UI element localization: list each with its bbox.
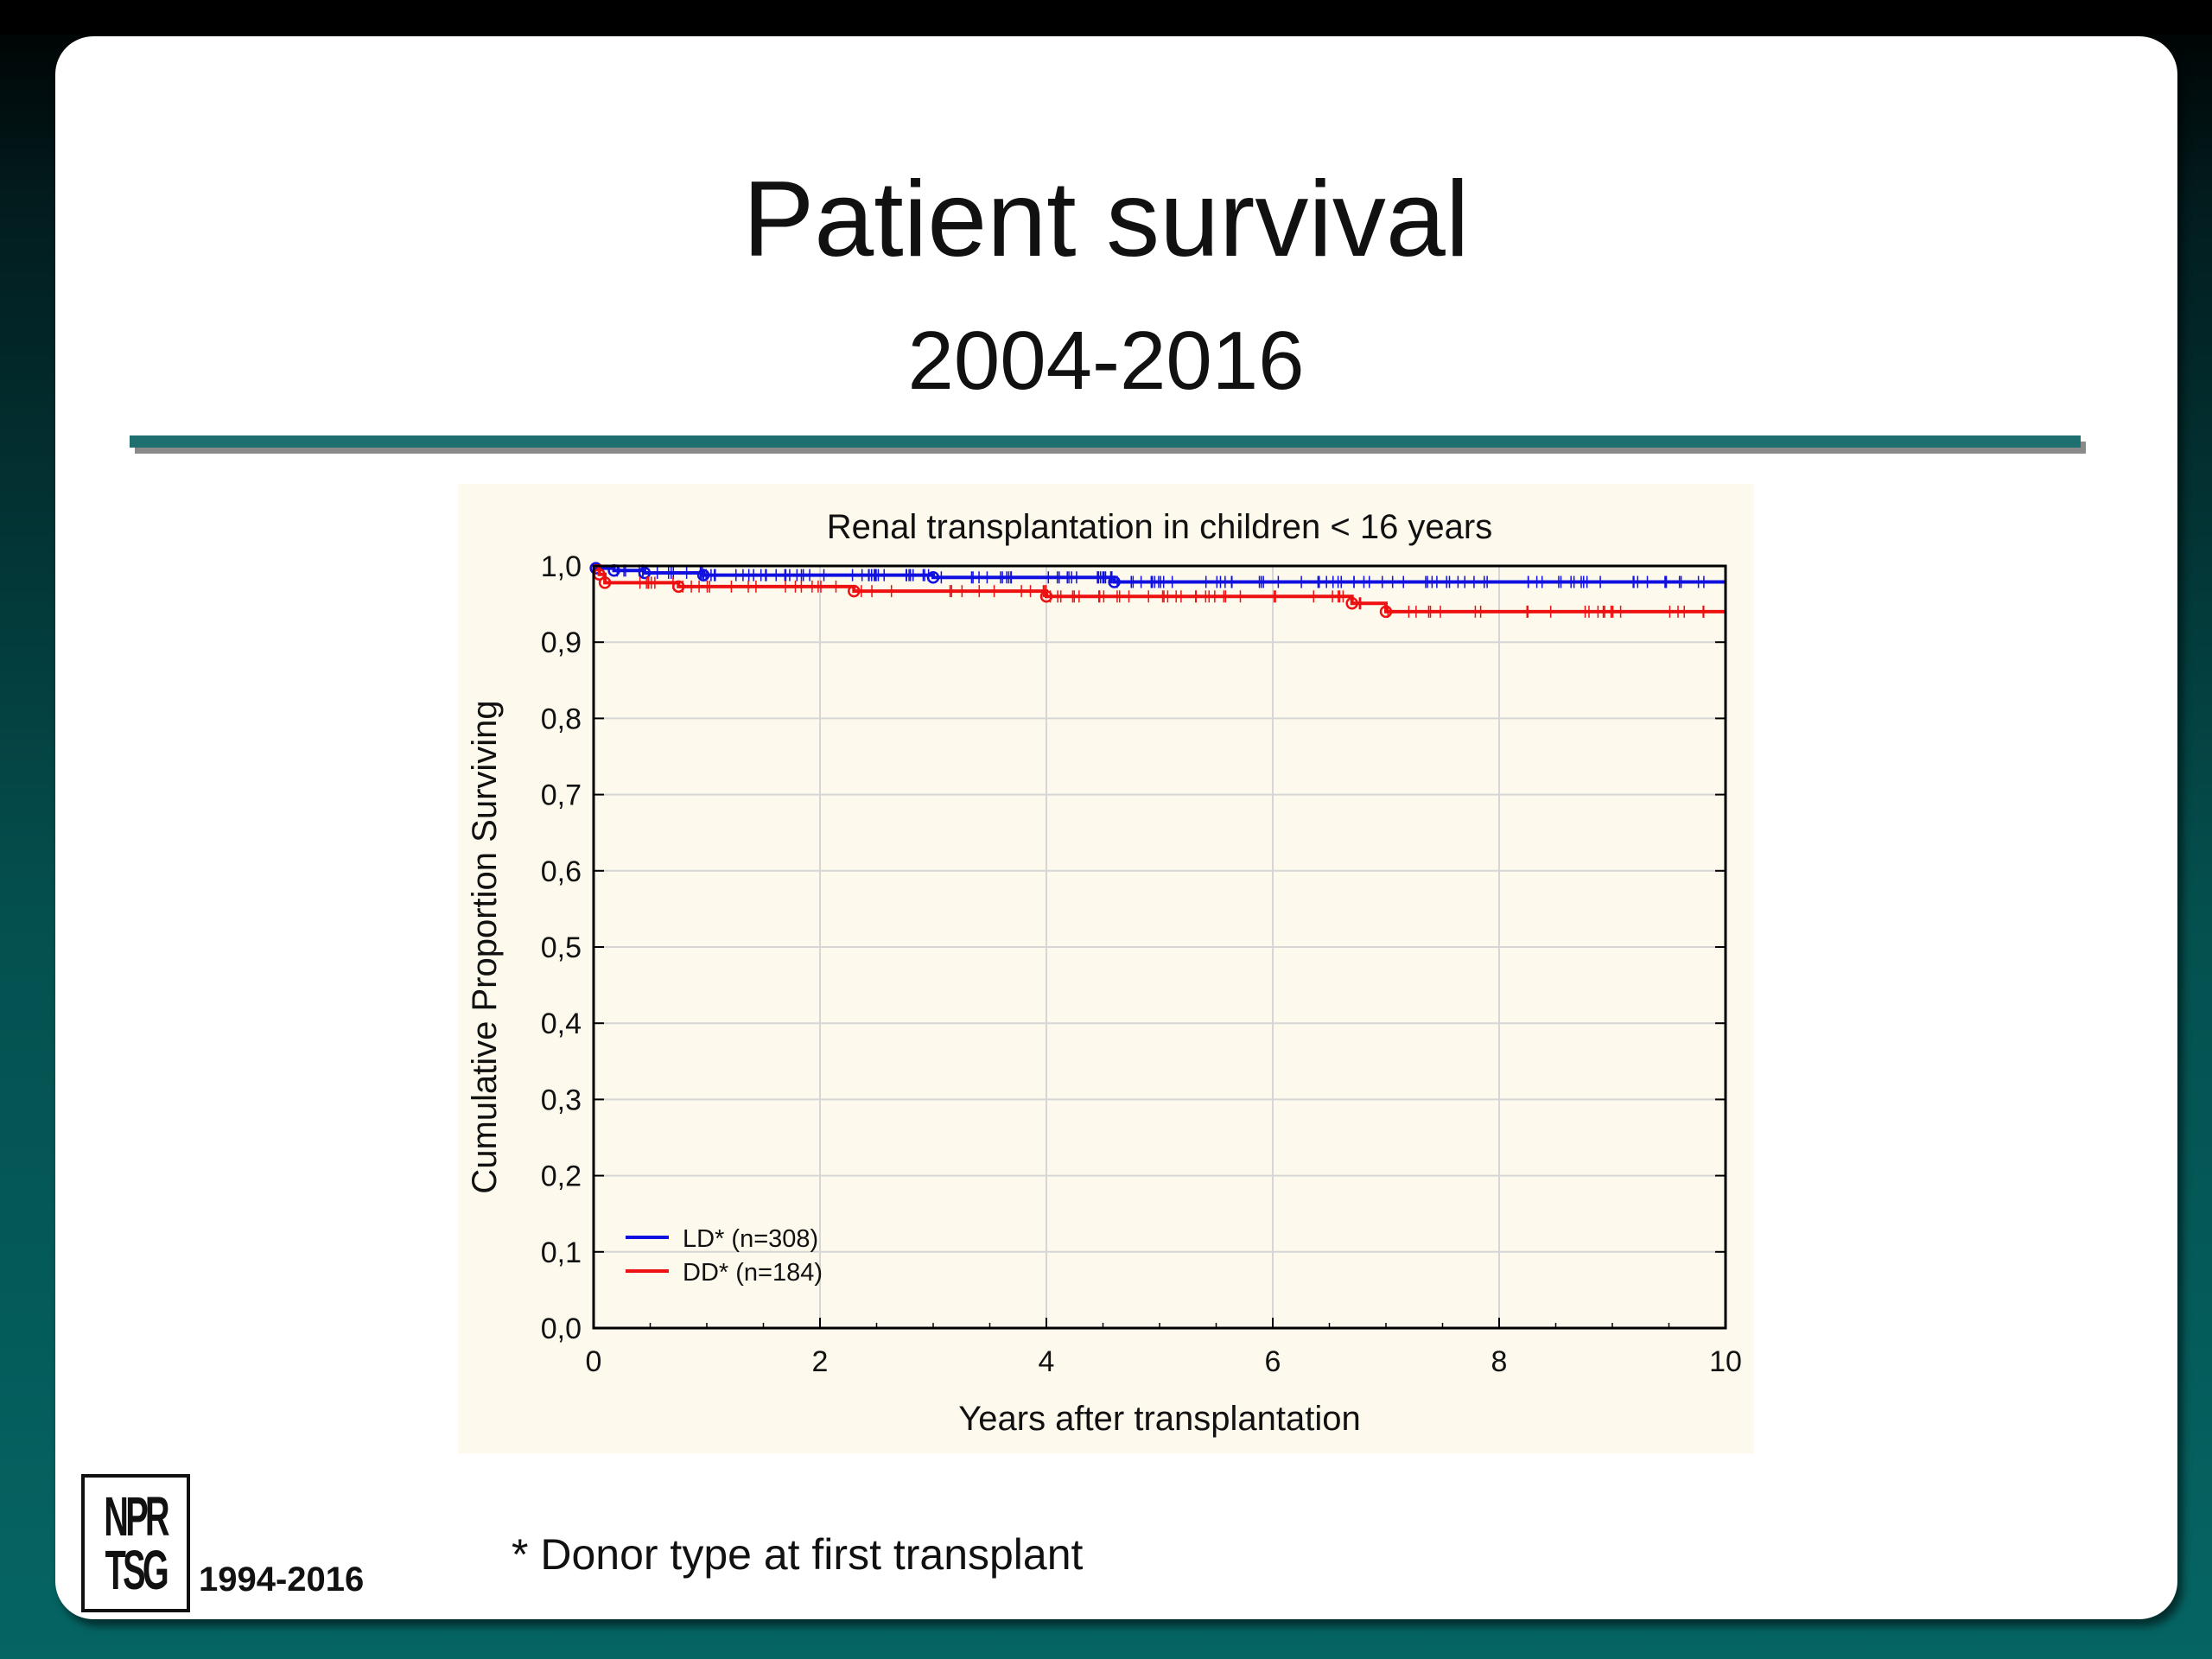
logo-line-2: TSG — [105, 1539, 169, 1601]
nprtsg-logo: NPR TSG — [81, 1474, 190, 1612]
chart-title: Renal transplantation in children < 16 y… — [827, 508, 1492, 546]
legend: LD* (n=308) DD* (n=184) — [626, 1225, 823, 1287]
legend-label-1: LD* (n=308) — [683, 1225, 818, 1253]
event-marker — [1379, 605, 1393, 619]
slide-subtitle: 2004-2016 — [907, 315, 1305, 407]
logo-line-1: NPR — [104, 1485, 170, 1548]
y-axis-label: Cumulative Proportion Surviving — [466, 700, 504, 1193]
x-tick-label: 2 — [812, 1345, 829, 1378]
series-line-1 — [594, 564, 1726, 584]
event-marker — [1345, 596, 1358, 610]
event-marker — [1108, 575, 1121, 588]
top-black-bar — [0, 0, 2212, 35]
x-axis-label: Years after transplantation — [958, 1400, 1361, 1438]
y-tick-label: 0,8 — [541, 702, 582, 735]
series-line-2 — [594, 564, 1726, 613]
chart-panel: 0 2 4 6 8 10 0,0 0,1 0,2 0,3 0,4 0,5 0,6 0,7 0,8 0,9 1,0… — [458, 484, 1754, 1453]
event-marker — [672, 580, 685, 594]
y-tick-label: 0,5 — [541, 931, 582, 964]
event-marker — [926, 570, 940, 584]
axis-layer: 0 2 4 6 8 10 0,0 0,1 0,2 0,3 0,4 0,5 0,6 0,7 0,8 0,9 1,0 — [541, 550, 1742, 1378]
title-divider — [130, 435, 2081, 448]
survival-chart: 0 2 4 6 8 10 0,0 0,1 0,2 0,3 0,4 0,5 0,6 0,7 0,8 0,9 1,0… — [466, 508, 1742, 1438]
x-tick-label: 10 — [1709, 1345, 1742, 1378]
legend-label-2: DD* (n=184) — [683, 1259, 823, 1287]
y-tick-label: 0,1 — [541, 1236, 582, 1269]
event-marker — [696, 569, 710, 582]
grid-layer — [594, 566, 1726, 1328]
event-marker — [638, 566, 652, 580]
y-tick-label: 1,0 — [541, 550, 582, 583]
x-tick-label: 4 — [1039, 1345, 1055, 1378]
y-tick-label: 0,7 — [541, 779, 582, 812]
y-tick-label: 0,6 — [541, 855, 582, 888]
event-marker — [1039, 590, 1053, 603]
footnote: * Donor type at first transplant — [512, 1530, 1084, 1579]
x-tick-label: 6 — [1265, 1345, 1281, 1378]
event-marker — [848, 584, 861, 598]
logo-years: 1994-2016 — [199, 1560, 365, 1599]
y-tick-label: 0,2 — [541, 1160, 582, 1193]
event-marker — [598, 576, 612, 589]
y-tick-label: 0,3 — [541, 1084, 582, 1116]
series-layer — [589, 562, 1726, 619]
x-tick-label: 8 — [1491, 1345, 1508, 1378]
y-tick-label: 0,4 — [541, 1007, 582, 1040]
y-tick-label: 0,9 — [541, 626, 582, 659]
event-marker — [589, 562, 602, 575]
x-tick-label: 0 — [586, 1345, 602, 1378]
slide-title: Patient survival — [742, 160, 1470, 279]
y-tick-label: 0,0 — [541, 1313, 582, 1345]
